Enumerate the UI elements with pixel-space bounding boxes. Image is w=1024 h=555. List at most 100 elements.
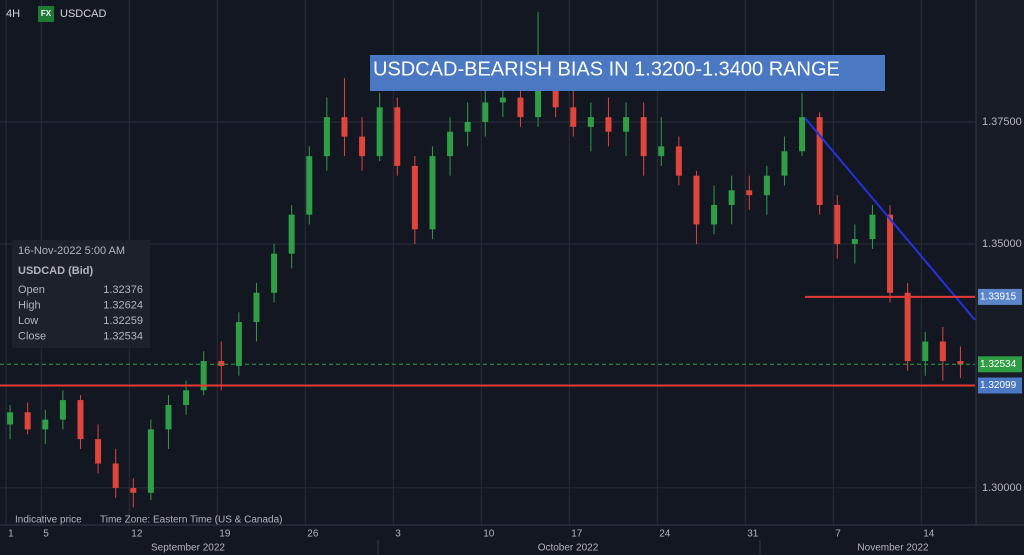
candle-body xyxy=(887,214,894,293)
candle-body xyxy=(359,136,366,157)
candle-body xyxy=(499,97,506,103)
x-tick-label: 24 xyxy=(659,529,671,540)
month-label: November 2022 xyxy=(857,543,929,554)
price-axis xyxy=(976,0,1024,525)
candle-body xyxy=(218,361,225,366)
candle-body xyxy=(464,121,471,132)
candle-body xyxy=(834,204,841,244)
candle-body xyxy=(200,361,207,391)
x-tick-label: 1 xyxy=(8,529,14,540)
footer-note: Indicative price xyxy=(15,515,82,526)
candle-body xyxy=(535,73,542,118)
y-tick-label: 1.30000 xyxy=(982,482,1022,494)
level-label: 1.32534 xyxy=(980,359,1017,370)
candle-body xyxy=(675,146,682,176)
candle-body xyxy=(130,487,137,493)
candle-body xyxy=(411,165,418,230)
level-label-box xyxy=(978,356,1022,373)
level-label-box xyxy=(978,288,1022,305)
annotation: USDCAD-BEARISH BIAS IN 1.3200-1.3400 RAN… xyxy=(373,58,840,80)
candle-body xyxy=(59,400,66,420)
candle-body xyxy=(77,400,84,440)
candle-body xyxy=(235,322,242,366)
candle-body xyxy=(165,404,172,430)
level-label: 1.32099 xyxy=(980,380,1017,391)
info-value: 1.32376 xyxy=(103,284,143,296)
candle-body xyxy=(183,390,190,405)
candle-body xyxy=(288,214,295,254)
candle-body xyxy=(799,117,806,152)
x-tick-label: 10 xyxy=(483,529,495,540)
candle-body xyxy=(394,107,401,166)
candle-body xyxy=(605,117,612,132)
x-tick-label: 17 xyxy=(571,529,583,540)
candle-body xyxy=(271,253,278,293)
level-label-box xyxy=(978,377,1022,394)
candle-body xyxy=(904,292,911,362)
y-tick-label: 1.35000 xyxy=(982,238,1022,250)
candle-body xyxy=(517,97,524,118)
x-tick-label: 31 xyxy=(747,529,759,540)
candle-body xyxy=(323,117,330,157)
levels: 1.33915 1.32534 1.32099 xyxy=(0,288,1022,394)
candle-body xyxy=(763,175,770,196)
candle-body xyxy=(42,419,49,430)
candle-body xyxy=(869,214,876,240)
candle-body xyxy=(95,439,102,464)
candle-body xyxy=(112,463,119,488)
candle-body xyxy=(693,175,700,225)
info-label: Open xyxy=(18,284,45,296)
badge-text: FX xyxy=(41,9,52,18)
month-label: October 2022 xyxy=(538,543,599,554)
candle-body xyxy=(711,204,718,225)
candle-body xyxy=(658,146,665,157)
info-symbol: USDCAD (Bid) xyxy=(18,265,93,277)
info-value: 1.32534 xyxy=(103,330,143,342)
candle-body xyxy=(640,117,647,157)
candle-body xyxy=(957,361,964,365)
x-tick-label: 26 xyxy=(307,529,319,540)
info-label: Low xyxy=(18,315,38,327)
info-box xyxy=(12,240,150,348)
x-tick-label: 7 xyxy=(835,529,841,540)
candle-body xyxy=(429,156,436,230)
x-tick-label: 5 xyxy=(43,529,49,540)
candle-body xyxy=(570,107,577,127)
candle-body xyxy=(781,151,788,176)
x-tick-label: 3 xyxy=(395,529,401,540)
candle-body xyxy=(922,341,929,362)
candle-body xyxy=(482,102,489,122)
info-rows: Open 1.32376 High 1.32624 Low 1.32259 Close 1.3… xyxy=(18,284,143,343)
candle-body xyxy=(587,117,594,127)
month-label: September 2022 xyxy=(151,543,225,554)
candle-body xyxy=(253,292,260,323)
candle-body xyxy=(939,341,946,362)
info-value: 1.32259 xyxy=(103,315,143,327)
candle-body xyxy=(376,107,383,157)
trend-line xyxy=(804,117,976,321)
x-tick-label: 12 xyxy=(131,529,143,540)
symbol: USDCAD xyxy=(60,8,107,20)
info-date: 16-Nov-2022 5:00 AM xyxy=(18,245,125,257)
candle-body xyxy=(341,117,348,137)
x-tick-label: 19 xyxy=(219,529,231,540)
candles xyxy=(7,12,964,508)
info-label: Close xyxy=(18,330,46,342)
candle-body xyxy=(147,429,154,493)
footer-note: Time Zone: Eastern Time (US & Canada) xyxy=(100,515,282,526)
info-label: High xyxy=(18,299,41,311)
candle-body xyxy=(816,117,823,205)
y-tick-label: 1.37500 xyxy=(982,116,1022,128)
candle-body xyxy=(851,239,858,244)
candle-body xyxy=(24,412,31,430)
grid: 1.30000 1.35000 1.37500 1 5 12 19 26 3 10 17 24 31 7 1… xyxy=(0,0,1022,540)
candle-body xyxy=(306,156,313,215)
level-label: 1.33915 xyxy=(980,292,1017,303)
candle-body xyxy=(728,190,735,205)
candle-body xyxy=(623,117,630,132)
candle-body xyxy=(7,412,14,425)
interval: 4H xyxy=(6,8,20,20)
annotation-box xyxy=(370,55,885,91)
